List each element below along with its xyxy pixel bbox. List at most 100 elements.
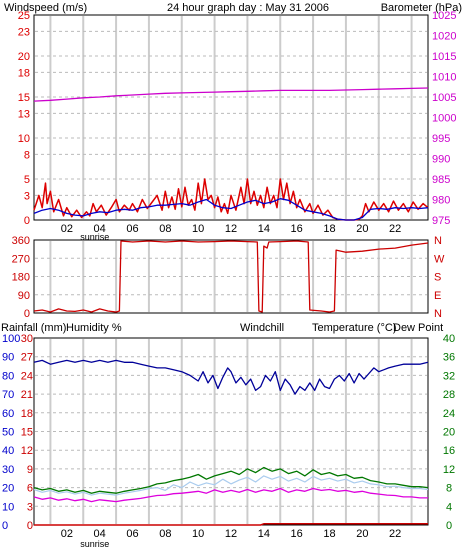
windspeed-tick-label: 10 <box>18 133 30 145</box>
direction-tick-label: 270 <box>12 253 30 265</box>
compass-label: W <box>434 253 445 265</box>
rainfall-tick-label: 9 <box>27 464 33 476</box>
humidity-tick-label: 20 <box>2 483 14 495</box>
humidity-tick-label: 80 <box>2 370 14 382</box>
hour-tick-label: 16 <box>291 528 303 540</box>
dewpoint-label: Dew Point <box>393 322 443 334</box>
barometer-tick-label: 1015 <box>432 51 456 63</box>
temperature-tick-label: 36 <box>443 352 455 364</box>
rainfall-tick-label: 6 <box>27 483 33 495</box>
temperature-tick-label: 32 <box>443 370 455 382</box>
hour-tick-label: 12 <box>225 528 237 540</box>
hour-tick-label: 20 <box>356 223 368 235</box>
hour-tick-label: 20 <box>356 528 368 540</box>
wind-panel-frame <box>33 14 429 221</box>
barometer-tick-label: 990 <box>432 154 450 166</box>
rainfall-tick-label: 18 <box>21 408 33 420</box>
temperature-tick-label: 4 <box>446 501 452 513</box>
temperature-tick-label: 40 <box>443 333 455 345</box>
sunrise-label: sunrise <box>80 539 109 549</box>
compass-label: N <box>434 235 442 247</box>
barometer-tick-label: 1000 <box>432 113 456 125</box>
hour-tick-label: 04 <box>94 223 106 235</box>
hour-tick-label: 14 <box>258 223 270 235</box>
wind-direction-line <box>33 240 429 313</box>
temperature-tick-label: 16 <box>443 445 455 457</box>
barometer-tick-label: 1010 <box>432 72 456 84</box>
hour-tick-label: 04 <box>94 528 106 540</box>
humidity-tick-label: 50 <box>2 427 14 439</box>
rainfall-tick-label: 12 <box>21 445 33 457</box>
wind-average-line <box>33 198 429 221</box>
hour-tick-label: 08 <box>159 528 171 540</box>
rainfall-tick-label: 3 <box>27 501 33 513</box>
barometer-tick-label: 975 <box>432 215 450 227</box>
barometer-axis-label: Barometer (hPa) <box>381 2 462 14</box>
sunrise-label: sunrise <box>80 232 109 242</box>
temperature-tick-label: 8 <box>446 483 452 495</box>
windspeed-tick-label: 18 <box>18 67 30 79</box>
hour-tick-label: 14 <box>258 528 270 540</box>
barometer-tick-label: 995 <box>432 133 450 145</box>
windspeed-axis-label: Windspeed (m/s) <box>4 2 87 14</box>
temperature-tick-label: 12 <box>443 464 455 476</box>
barometer-tick-label: 985 <box>432 174 450 186</box>
humidity-tick-label: 100 <box>2 333 20 345</box>
compass-label: N <box>434 308 442 320</box>
hour-tick-label: 02 <box>61 528 73 540</box>
rainfall-tick-label: 24 <box>21 370 33 382</box>
humidity-axis-label: Humidity % <box>66 322 122 334</box>
direction-panel-frame <box>33 239 429 314</box>
hour-tick-label: 10 <box>192 223 204 235</box>
barometer-tick-label: 1020 <box>432 31 456 43</box>
rainfall-tick-label: 21 <box>21 389 33 401</box>
direction-tick-label: 0 <box>24 308 30 320</box>
windspeed-tick-label: 20 <box>18 51 30 63</box>
direction-tick-label: 360 <box>12 235 30 247</box>
humidity-tick-label: 30 <box>2 464 14 476</box>
windspeed-tick-label: 25 <box>18 10 30 22</box>
temperature-tick-label: 20 <box>443 427 455 439</box>
graph-title: 24 hour graph day : May 31 2006 <box>167 2 329 14</box>
direction-tick-label: 90 <box>18 290 30 302</box>
rainfall-axis-label: Rainfall (mm) <box>1 322 66 334</box>
humidity-line <box>33 359 429 395</box>
temperature-line <box>33 466 429 494</box>
dewpoint-line <box>33 487 428 503</box>
hour-tick-label: 22 <box>389 223 401 235</box>
hour-tick-label: 06 <box>126 223 138 235</box>
temperature-tick-label: 0 <box>446 520 452 532</box>
hour-tick-label: 18 <box>323 223 335 235</box>
direction-tick-label: 180 <box>12 272 30 284</box>
rainfall-tick-label: 27 <box>21 352 33 364</box>
temperature-tick-label: 24 <box>443 408 455 420</box>
hour-tick-label: 06 <box>126 528 138 540</box>
climate-panel-frame <box>33 337 429 526</box>
rainfall-tick-label: 0 <box>27 520 33 532</box>
hour-tick-label: 18 <box>323 528 335 540</box>
humidity-tick-label: 40 <box>2 445 14 457</box>
barometer-tick-label: 980 <box>432 195 450 207</box>
compass-label: S <box>434 272 441 284</box>
windspeed-tick-label: 23 <box>18 26 30 38</box>
windspeed-tick-label: 5 <box>24 174 30 186</box>
humidity-tick-label: 70 <box>2 389 14 401</box>
hour-tick-label: 02 <box>61 223 73 235</box>
barometer-tick-label: 1025 <box>432 10 456 22</box>
humidity-tick-label: 60 <box>2 408 14 420</box>
hour-tick-label: 08 <box>159 223 171 235</box>
hour-tick-label: 16 <box>291 223 303 235</box>
hour-tick-label: 12 <box>225 223 237 235</box>
rainfall-line <box>34 523 428 526</box>
windspeed-tick-label: 13 <box>18 108 30 120</box>
barometer-line <box>33 87 429 102</box>
windchill-line <box>33 475 429 496</box>
windchill-label: Windchill <box>240 322 284 334</box>
windspeed-tick-label: 8 <box>24 149 30 161</box>
humidity-tick-label: 0 <box>2 520 8 532</box>
humidity-tick-label: 90 <box>2 352 14 364</box>
rainfall-tick-label: 30 <box>21 333 33 345</box>
compass-label: E <box>434 290 441 302</box>
temperature-tick-label: 28 <box>443 389 455 401</box>
